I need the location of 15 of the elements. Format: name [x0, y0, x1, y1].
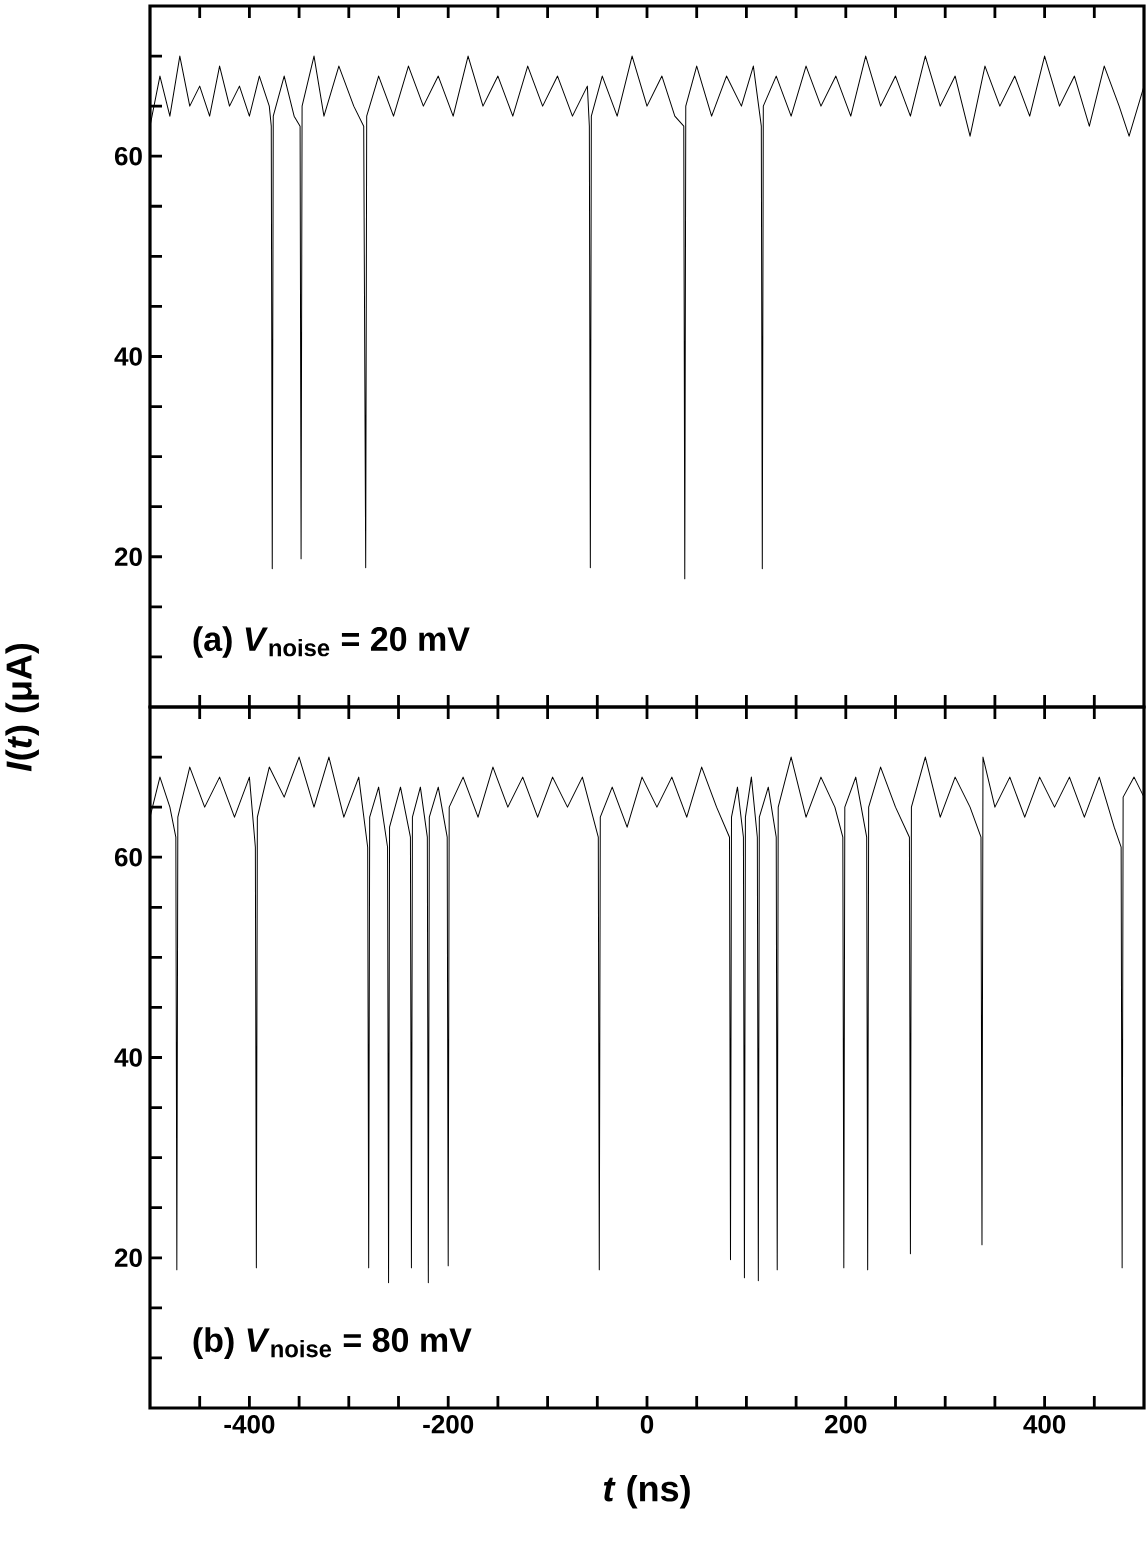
- y-tick-label: 60: [114, 146, 142, 166]
- x-tick-label: 400: [1023, 1415, 1066, 1434]
- x-axis-title: t (ns): [603, 1475, 690, 1509]
- x-tick-label: 0: [640, 1415, 654, 1434]
- y-tick-label: 40: [114, 347, 142, 366]
- y-axis-title: I(t) (μA): [5, 643, 39, 772]
- y-tick-label: 20: [114, 547, 142, 566]
- y-tick-label: 40: [114, 1048, 142, 1067]
- annotation: (a) V$_{noise}$ = 20 mV: [193, 626, 470, 658]
- x-tick-label: -200: [423, 1415, 474, 1434]
- x-tick-label: -400: [224, 1415, 275, 1434]
- y-tick-label: 60: [114, 848, 142, 867]
- annotation: (b) V$_{noise}$ = 80 mV: [193, 1327, 472, 1359]
- y-tick-label: 20: [114, 1248, 142, 1267]
- x-tick-label: 200: [825, 1415, 867, 1434]
